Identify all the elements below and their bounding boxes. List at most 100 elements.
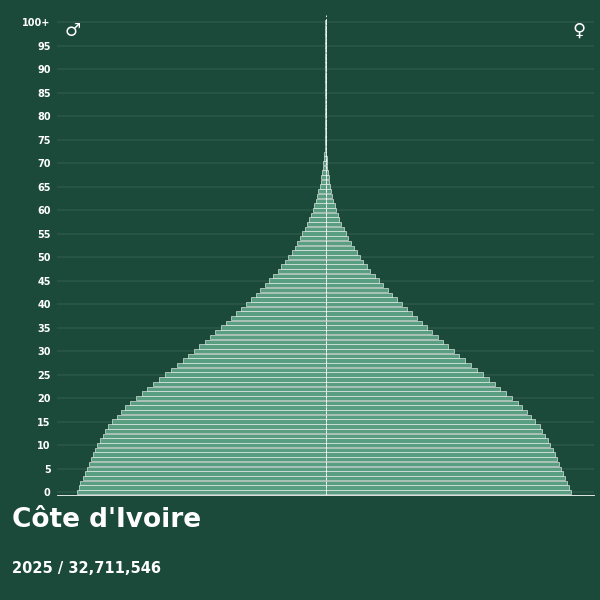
Bar [325, 401, 518, 405]
Bar [325, 391, 506, 395]
Bar [325, 410, 527, 415]
Bar [325, 278, 379, 283]
Bar [325, 161, 327, 165]
Bar [325, 415, 531, 419]
Bar [125, 406, 325, 410]
Bar [314, 203, 325, 208]
Bar [325, 353, 460, 358]
Bar [325, 265, 367, 269]
Bar [325, 448, 553, 452]
Bar [325, 386, 500, 391]
Bar [320, 180, 325, 184]
Bar [246, 302, 325, 306]
Bar [325, 307, 407, 311]
Bar [325, 406, 522, 410]
Bar [205, 340, 325, 344]
Bar [158, 377, 325, 382]
Bar [325, 476, 565, 480]
Bar [215, 330, 325, 334]
Bar [142, 391, 325, 395]
Bar [325, 325, 427, 330]
Bar [325, 377, 489, 382]
Bar [302, 232, 325, 236]
Bar [177, 363, 325, 367]
Bar [106, 429, 325, 433]
Bar [320, 184, 325, 189]
Bar [91, 457, 325, 461]
Bar [325, 443, 550, 448]
Bar [322, 175, 325, 179]
Bar [322, 170, 325, 175]
Bar [325, 457, 557, 461]
Bar [325, 311, 412, 316]
Bar [325, 452, 555, 457]
Bar [325, 358, 465, 363]
Text: ♂: ♂ [65, 22, 81, 40]
Bar [325, 363, 471, 367]
Bar [325, 194, 332, 198]
Bar [100, 439, 325, 443]
Bar [325, 316, 417, 320]
Bar [325, 297, 397, 302]
Bar [265, 283, 325, 287]
Bar [325, 321, 422, 325]
Bar [226, 321, 325, 325]
Bar [269, 278, 325, 283]
Bar [325, 274, 374, 278]
Bar [256, 293, 325, 297]
Bar [86, 467, 325, 471]
Bar [199, 344, 325, 349]
Bar [325, 199, 333, 203]
Bar [325, 245, 353, 250]
Bar [89, 462, 325, 466]
Bar [325, 180, 329, 184]
Bar [325, 255, 360, 259]
Bar [112, 419, 325, 424]
Bar [77, 490, 325, 494]
Bar [85, 471, 325, 476]
Bar [325, 344, 448, 349]
Bar [325, 203, 335, 208]
Bar [325, 434, 545, 438]
Bar [325, 217, 340, 221]
Bar [325, 212, 338, 217]
Bar [325, 429, 542, 433]
Bar [171, 368, 325, 372]
Bar [325, 330, 432, 334]
Bar [236, 311, 325, 316]
Text: 2025 / 32,711,546: 2025 / 32,711,546 [12, 561, 161, 576]
Bar [130, 401, 325, 405]
Bar [324, 152, 325, 156]
Bar [241, 307, 325, 311]
Bar [325, 250, 356, 254]
Bar [153, 382, 325, 386]
Bar [117, 415, 325, 419]
Bar [317, 194, 325, 198]
Bar [325, 424, 539, 428]
Bar [319, 189, 325, 193]
Bar [323, 161, 325, 165]
Bar [221, 325, 325, 330]
Bar [325, 260, 363, 264]
Bar [103, 434, 325, 438]
Bar [251, 297, 325, 302]
Bar [295, 245, 325, 250]
Bar [325, 170, 328, 175]
Bar [325, 373, 482, 377]
Bar [325, 490, 571, 494]
Bar [325, 147, 326, 151]
Bar [325, 471, 563, 476]
Text: Côte d'Ivoire: Côte d'Ivoire [12, 507, 201, 533]
Bar [95, 448, 325, 452]
Bar [325, 156, 326, 161]
Bar [188, 353, 325, 358]
Bar [325, 368, 476, 372]
Bar [324, 156, 325, 161]
Bar [325, 340, 443, 344]
Bar [325, 283, 383, 287]
Bar [311, 212, 325, 217]
Bar [325, 467, 561, 471]
Bar [194, 349, 325, 353]
Bar [305, 227, 325, 231]
Bar [83, 476, 325, 480]
